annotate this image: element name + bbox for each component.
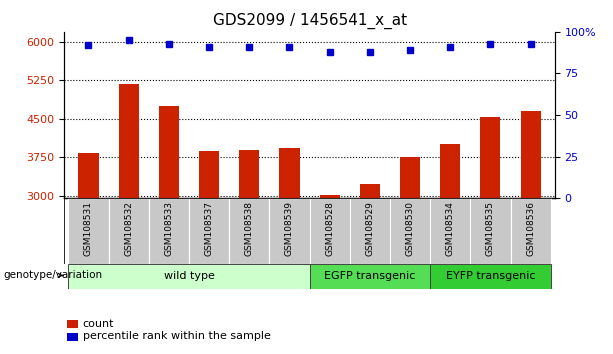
Bar xyxy=(239,150,259,198)
Bar xyxy=(69,198,109,264)
Bar xyxy=(310,264,430,289)
Bar xyxy=(440,144,460,198)
Bar xyxy=(67,320,78,328)
Text: GSM108536: GSM108536 xyxy=(526,201,535,256)
Bar xyxy=(319,195,340,198)
Text: GSM108538: GSM108538 xyxy=(245,201,254,256)
Bar xyxy=(159,105,179,198)
Bar xyxy=(119,84,139,198)
Text: EGFP transgenic: EGFP transgenic xyxy=(324,271,416,281)
FancyArrowPatch shape xyxy=(58,274,63,277)
Text: genotype/variation: genotype/variation xyxy=(3,270,102,280)
Title: GDS2099 / 1456541_x_at: GDS2099 / 1456541_x_at xyxy=(213,13,406,29)
Text: GSM108530: GSM108530 xyxy=(406,201,414,256)
Text: EYFP transgenic: EYFP transgenic xyxy=(446,271,535,281)
Bar xyxy=(430,264,550,289)
Text: GSM108529: GSM108529 xyxy=(365,201,375,256)
Bar xyxy=(481,118,500,198)
Bar xyxy=(360,184,380,198)
Bar xyxy=(269,198,310,264)
Text: percentile rank within the sample: percentile rank within the sample xyxy=(83,331,270,341)
Bar xyxy=(430,198,470,264)
Text: GSM108539: GSM108539 xyxy=(285,201,294,256)
Bar xyxy=(310,198,350,264)
Bar xyxy=(390,198,430,264)
Text: GSM108535: GSM108535 xyxy=(486,201,495,256)
Bar xyxy=(229,198,269,264)
Bar xyxy=(520,111,541,198)
Bar xyxy=(400,157,420,198)
Text: GSM108537: GSM108537 xyxy=(205,201,213,256)
Bar xyxy=(350,198,390,264)
Text: GSM108533: GSM108533 xyxy=(164,201,173,256)
Text: GSM108534: GSM108534 xyxy=(446,201,455,256)
Bar xyxy=(109,198,149,264)
Text: GSM108531: GSM108531 xyxy=(84,201,93,256)
Text: count: count xyxy=(83,319,114,329)
Text: GSM108528: GSM108528 xyxy=(325,201,334,256)
Bar xyxy=(199,151,219,198)
Text: GSM108532: GSM108532 xyxy=(124,201,133,256)
Bar xyxy=(149,198,189,264)
Bar xyxy=(67,333,78,341)
Bar xyxy=(280,148,300,198)
Bar xyxy=(69,264,310,289)
Bar xyxy=(511,198,550,264)
Bar xyxy=(470,198,511,264)
Text: wild type: wild type xyxy=(164,271,215,281)
Bar xyxy=(78,153,99,198)
Bar xyxy=(189,198,229,264)
